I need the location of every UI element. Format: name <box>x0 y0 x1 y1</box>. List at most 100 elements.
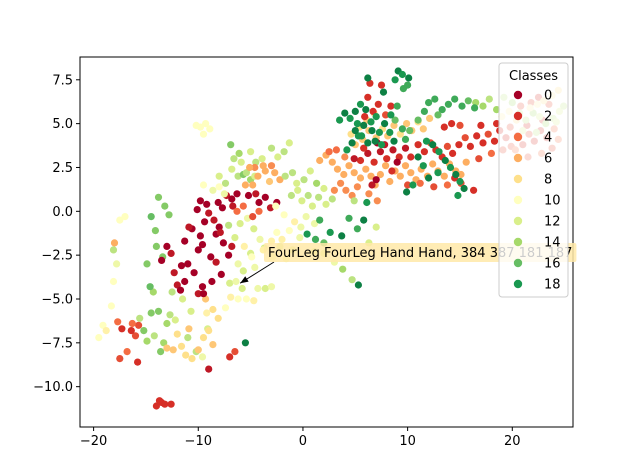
data-point <box>256 235 264 243</box>
data-point <box>473 132 481 140</box>
data-point <box>455 141 463 149</box>
data-point <box>401 135 410 143</box>
data-point <box>350 155 358 163</box>
data-point <box>227 293 235 301</box>
data-point <box>372 113 380 121</box>
data-point <box>225 251 233 259</box>
data-point <box>452 170 460 179</box>
data-point <box>177 262 186 270</box>
data-point <box>255 198 263 207</box>
data-point <box>251 163 259 172</box>
data-point <box>239 267 247 275</box>
data-point <box>493 120 501 128</box>
y-tick-label: −5.0 <box>41 292 73 307</box>
data-point <box>440 123 448 131</box>
data-point <box>157 348 165 356</box>
data-point <box>202 120 210 128</box>
data-point <box>198 283 207 291</box>
data-point <box>458 102 466 110</box>
data-point <box>218 204 226 212</box>
data-point <box>296 234 304 242</box>
data-point <box>147 213 155 221</box>
data-point <box>487 149 495 157</box>
data-point <box>387 111 395 119</box>
legend-label: 10 <box>544 194 561 209</box>
data-point <box>342 186 350 194</box>
data-point <box>414 116 422 124</box>
data-point <box>261 193 269 201</box>
data-point <box>320 184 328 193</box>
data-point <box>346 114 354 122</box>
data-point <box>140 327 148 335</box>
data-point <box>434 169 442 177</box>
data-point <box>338 232 346 240</box>
data-point <box>477 121 485 129</box>
data-point <box>249 213 257 221</box>
data-point <box>196 197 204 205</box>
x-axis: −20 −10 0 10 20 <box>80 427 521 449</box>
data-point <box>229 202 237 210</box>
data-point <box>414 141 422 149</box>
data-point <box>118 325 126 333</box>
data-point <box>490 137 499 145</box>
data-point <box>451 95 459 103</box>
data-point <box>160 339 168 347</box>
axes-frame <box>79 56 574 428</box>
data-point <box>212 258 220 266</box>
legend-label: 8 <box>544 173 552 188</box>
data-point <box>328 158 336 166</box>
data-point <box>184 260 192 268</box>
data-point <box>434 111 442 119</box>
data-point <box>379 88 388 96</box>
data-point <box>102 327 110 335</box>
x-tick-label: −20 <box>80 434 107 449</box>
data-point <box>484 130 492 138</box>
data-point <box>272 202 280 210</box>
data-point <box>150 332 158 340</box>
data-point <box>370 158 378 166</box>
data-point <box>425 99 433 107</box>
data-point <box>163 319 171 328</box>
legend-marker <box>513 90 523 100</box>
data-point <box>403 120 411 128</box>
data-point <box>163 344 171 352</box>
data-point <box>267 162 276 170</box>
data-point <box>298 197 306 205</box>
data-point <box>194 246 202 254</box>
data-point <box>443 142 451 150</box>
data-point <box>364 74 372 82</box>
data-point <box>441 156 449 165</box>
data-point <box>364 139 372 147</box>
legend-label: 4 <box>544 131 552 146</box>
data-point <box>267 237 276 245</box>
data-point <box>456 177 464 186</box>
data-point <box>168 288 176 296</box>
data-point <box>152 402 160 410</box>
data-point <box>143 337 151 345</box>
data-point <box>241 181 249 189</box>
data-point <box>416 179 424 187</box>
data-point <box>276 176 284 184</box>
data-point <box>209 186 217 194</box>
data-point <box>341 153 349 161</box>
data-point <box>345 162 353 170</box>
data-point <box>242 295 250 303</box>
data-point <box>134 358 142 366</box>
data-point <box>198 241 207 249</box>
data-point <box>470 186 478 194</box>
data-point <box>376 170 384 179</box>
data-point <box>205 209 213 217</box>
data-point <box>386 128 394 136</box>
data-point <box>358 132 366 140</box>
data-point <box>247 148 255 156</box>
data-point <box>242 169 250 177</box>
data-point <box>232 277 240 286</box>
data-point <box>161 202 169 210</box>
data-point <box>127 327 135 335</box>
y-axis: −10.0 −7.5 −5.0 −2.5 0.0 2.5 5.0 7.5 <box>33 73 80 395</box>
data-point <box>353 120 361 128</box>
data-point <box>464 97 472 105</box>
data-point <box>414 153 422 161</box>
data-point <box>448 120 456 128</box>
